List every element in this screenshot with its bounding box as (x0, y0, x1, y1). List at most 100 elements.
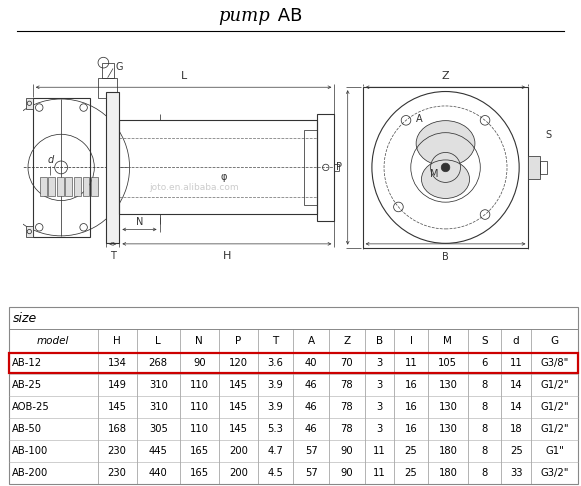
Text: 130: 130 (439, 402, 457, 412)
Text: 46: 46 (305, 380, 317, 390)
Text: 3: 3 (376, 424, 383, 434)
Text: 268: 268 (149, 358, 168, 367)
Text: 11: 11 (373, 468, 386, 478)
Text: 110: 110 (190, 424, 209, 434)
Text: M: M (443, 335, 452, 346)
Bar (317, 114, 334, 221)
Text: 11: 11 (405, 358, 418, 367)
Text: 165: 165 (190, 468, 209, 478)
Text: 3.6: 3.6 (268, 358, 284, 367)
Text: AB-200: AB-200 (12, 468, 48, 478)
Text: 134: 134 (107, 358, 127, 367)
Text: S: S (546, 130, 552, 140)
Text: 25: 25 (405, 468, 418, 478)
Text: AB-100: AB-100 (12, 446, 48, 456)
Text: H: H (113, 335, 121, 346)
Text: 310: 310 (149, 402, 168, 412)
Text: G1/2": G1/2" (540, 402, 569, 412)
Text: G: G (551, 335, 559, 346)
Text: 8: 8 (482, 446, 487, 456)
Text: 5.3: 5.3 (268, 424, 284, 434)
Text: P: P (235, 335, 242, 346)
Text: 180: 180 (439, 446, 457, 456)
Text: 165: 165 (190, 446, 209, 456)
Text: 40: 40 (305, 358, 317, 367)
Text: AOB-25: AOB-25 (12, 402, 50, 412)
Bar (102, 63, 113, 78)
Text: 46: 46 (305, 424, 317, 434)
Circle shape (441, 163, 450, 172)
Bar (98, 78, 117, 98)
Text: 3: 3 (376, 358, 383, 367)
Text: 33: 33 (510, 468, 522, 478)
Text: 3.9: 3.9 (268, 380, 284, 390)
Text: pump: pump (218, 7, 270, 25)
Text: I: I (410, 335, 413, 346)
Text: 4.5: 4.5 (268, 468, 284, 478)
Text: P: P (336, 162, 342, 173)
Bar (26, 98, 33, 108)
Text: 18: 18 (510, 424, 522, 434)
Text: joto.en.alibaba.com: joto.en.alibaba.com (149, 183, 239, 192)
Text: 6: 6 (482, 358, 487, 367)
Text: 3.9: 3.9 (268, 402, 284, 412)
Text: A: A (415, 114, 422, 124)
Text: G: G (116, 62, 123, 72)
Text: 90: 90 (340, 446, 353, 456)
Text: 11: 11 (510, 358, 522, 367)
Text: 8: 8 (482, 380, 487, 390)
Text: Z: Z (343, 335, 350, 346)
Text: 8: 8 (482, 424, 487, 434)
Text: 8: 8 (482, 402, 487, 412)
Text: 130: 130 (439, 380, 457, 390)
Text: 230: 230 (107, 446, 127, 456)
Text: 230: 230 (107, 468, 127, 478)
Text: 305: 305 (149, 424, 168, 434)
Text: G1/2": G1/2" (540, 380, 569, 390)
Bar (363, 87, 528, 248)
Bar (66, 176, 73, 196)
Text: 310: 310 (149, 380, 168, 390)
Text: 440: 440 (149, 468, 167, 478)
Text: 78: 78 (340, 402, 353, 412)
Text: 145: 145 (229, 380, 248, 390)
Text: 25: 25 (510, 446, 522, 456)
Text: G1": G1" (545, 446, 564, 456)
Text: L: L (181, 71, 187, 81)
Text: B: B (376, 335, 383, 346)
Text: 78: 78 (340, 424, 353, 434)
Text: 110: 110 (190, 402, 209, 412)
Text: N: N (136, 217, 143, 227)
Bar (106, 91, 120, 243)
Text: 16: 16 (405, 380, 418, 390)
Bar (304, 130, 317, 205)
Bar (26, 226, 33, 237)
Text: AB-50: AB-50 (12, 424, 42, 434)
Text: Z: Z (442, 71, 449, 81)
Text: 46: 46 (305, 402, 317, 412)
Bar (540, 161, 547, 174)
Text: AB-12: AB-12 (12, 358, 42, 367)
Text: 4.7: 4.7 (268, 446, 284, 456)
Text: 149: 149 (107, 380, 127, 390)
Text: M: M (429, 169, 438, 179)
Text: 14: 14 (510, 402, 522, 412)
Text: 180: 180 (439, 468, 457, 478)
Text: 14: 14 (510, 380, 522, 390)
Text: φ: φ (220, 172, 227, 182)
Bar (33, 98, 90, 237)
Text: 145: 145 (107, 402, 127, 412)
Bar (40, 176, 46, 196)
Bar (83, 176, 89, 196)
Text: 57: 57 (305, 446, 318, 456)
Bar (528, 156, 540, 179)
Bar (48, 176, 55, 196)
Text: AB-25: AB-25 (12, 380, 42, 390)
Text: 145: 145 (229, 424, 248, 434)
Text: 16: 16 (405, 424, 418, 434)
Text: 78: 78 (340, 380, 353, 390)
Text: 3: 3 (376, 402, 383, 412)
Text: B: B (442, 252, 449, 262)
Text: 105: 105 (438, 358, 457, 367)
Text: 110: 110 (190, 380, 209, 390)
